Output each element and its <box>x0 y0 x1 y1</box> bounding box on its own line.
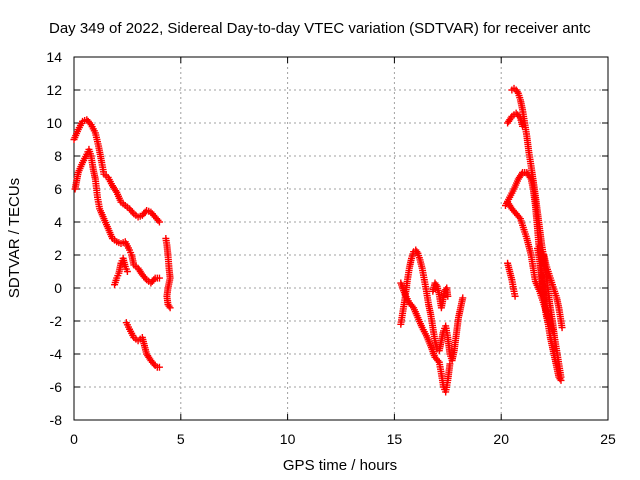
data-point <box>155 218 163 226</box>
y-axis-label: SDTVAR / TECUs <box>6 178 23 298</box>
data-point <box>166 304 174 312</box>
x-tick-label: 20 <box>493 431 509 447</box>
y-tick-label: 6 <box>54 181 62 197</box>
x-tick-label: 10 <box>280 431 296 447</box>
data-point <box>459 294 467 302</box>
y-tick-label: -8 <box>50 412 63 428</box>
x-axis-label: GPS time / hours <box>283 457 397 474</box>
data-point <box>558 324 566 332</box>
axis-ticks: -8 -6 -4 -2 0 2 4 6 8 10 12 14 0 5 10 15 20 25 <box>46 49 616 447</box>
y-tick-label: 8 <box>54 148 62 164</box>
y-tick-label: -2 <box>50 313 63 329</box>
y-tick-label: 0 <box>54 280 62 296</box>
y-tick-label: 2 <box>54 247 62 263</box>
grid <box>74 57 608 420</box>
x-tick-label: 5 <box>177 431 185 447</box>
y-tick-label: 12 <box>46 82 62 98</box>
data-point <box>446 360 454 368</box>
series-trace-n <box>540 251 566 332</box>
data-point <box>444 292 452 300</box>
chart-title: Day 349 of 2022, Sidereal Day-to-day VTE… <box>49 20 591 37</box>
y-tick-label: 4 <box>54 214 62 230</box>
series-trace-i <box>504 109 527 130</box>
series-trace-d <box>162 235 174 312</box>
data-point <box>123 268 131 275</box>
series-trace-h <box>429 279 452 312</box>
series-trace-c <box>111 254 131 289</box>
series-trace-b <box>71 145 163 287</box>
series-trace-e <box>122 319 163 371</box>
x-tick-label: 0 <box>70 431 78 447</box>
series-trace-o <box>534 244 565 384</box>
x-tick-label: 15 <box>387 431 403 447</box>
y-tick-label: -4 <box>50 346 63 362</box>
data-point <box>557 376 565 384</box>
series-trace-g <box>397 279 454 396</box>
data-point <box>155 274 163 282</box>
data-marks <box>70 84 566 396</box>
x-tick-label: 25 <box>600 431 616 447</box>
data-point <box>511 292 519 300</box>
data-point <box>155 363 163 371</box>
series-trace-m <box>504 259 519 300</box>
y-tick-label: 14 <box>46 49 62 65</box>
data-point <box>165 302 173 310</box>
y-tick-label: 10 <box>46 115 62 131</box>
y-tick-label: -6 <box>50 379 63 395</box>
series-trace-a <box>70 116 163 226</box>
plot-frame <box>73 56 609 421</box>
